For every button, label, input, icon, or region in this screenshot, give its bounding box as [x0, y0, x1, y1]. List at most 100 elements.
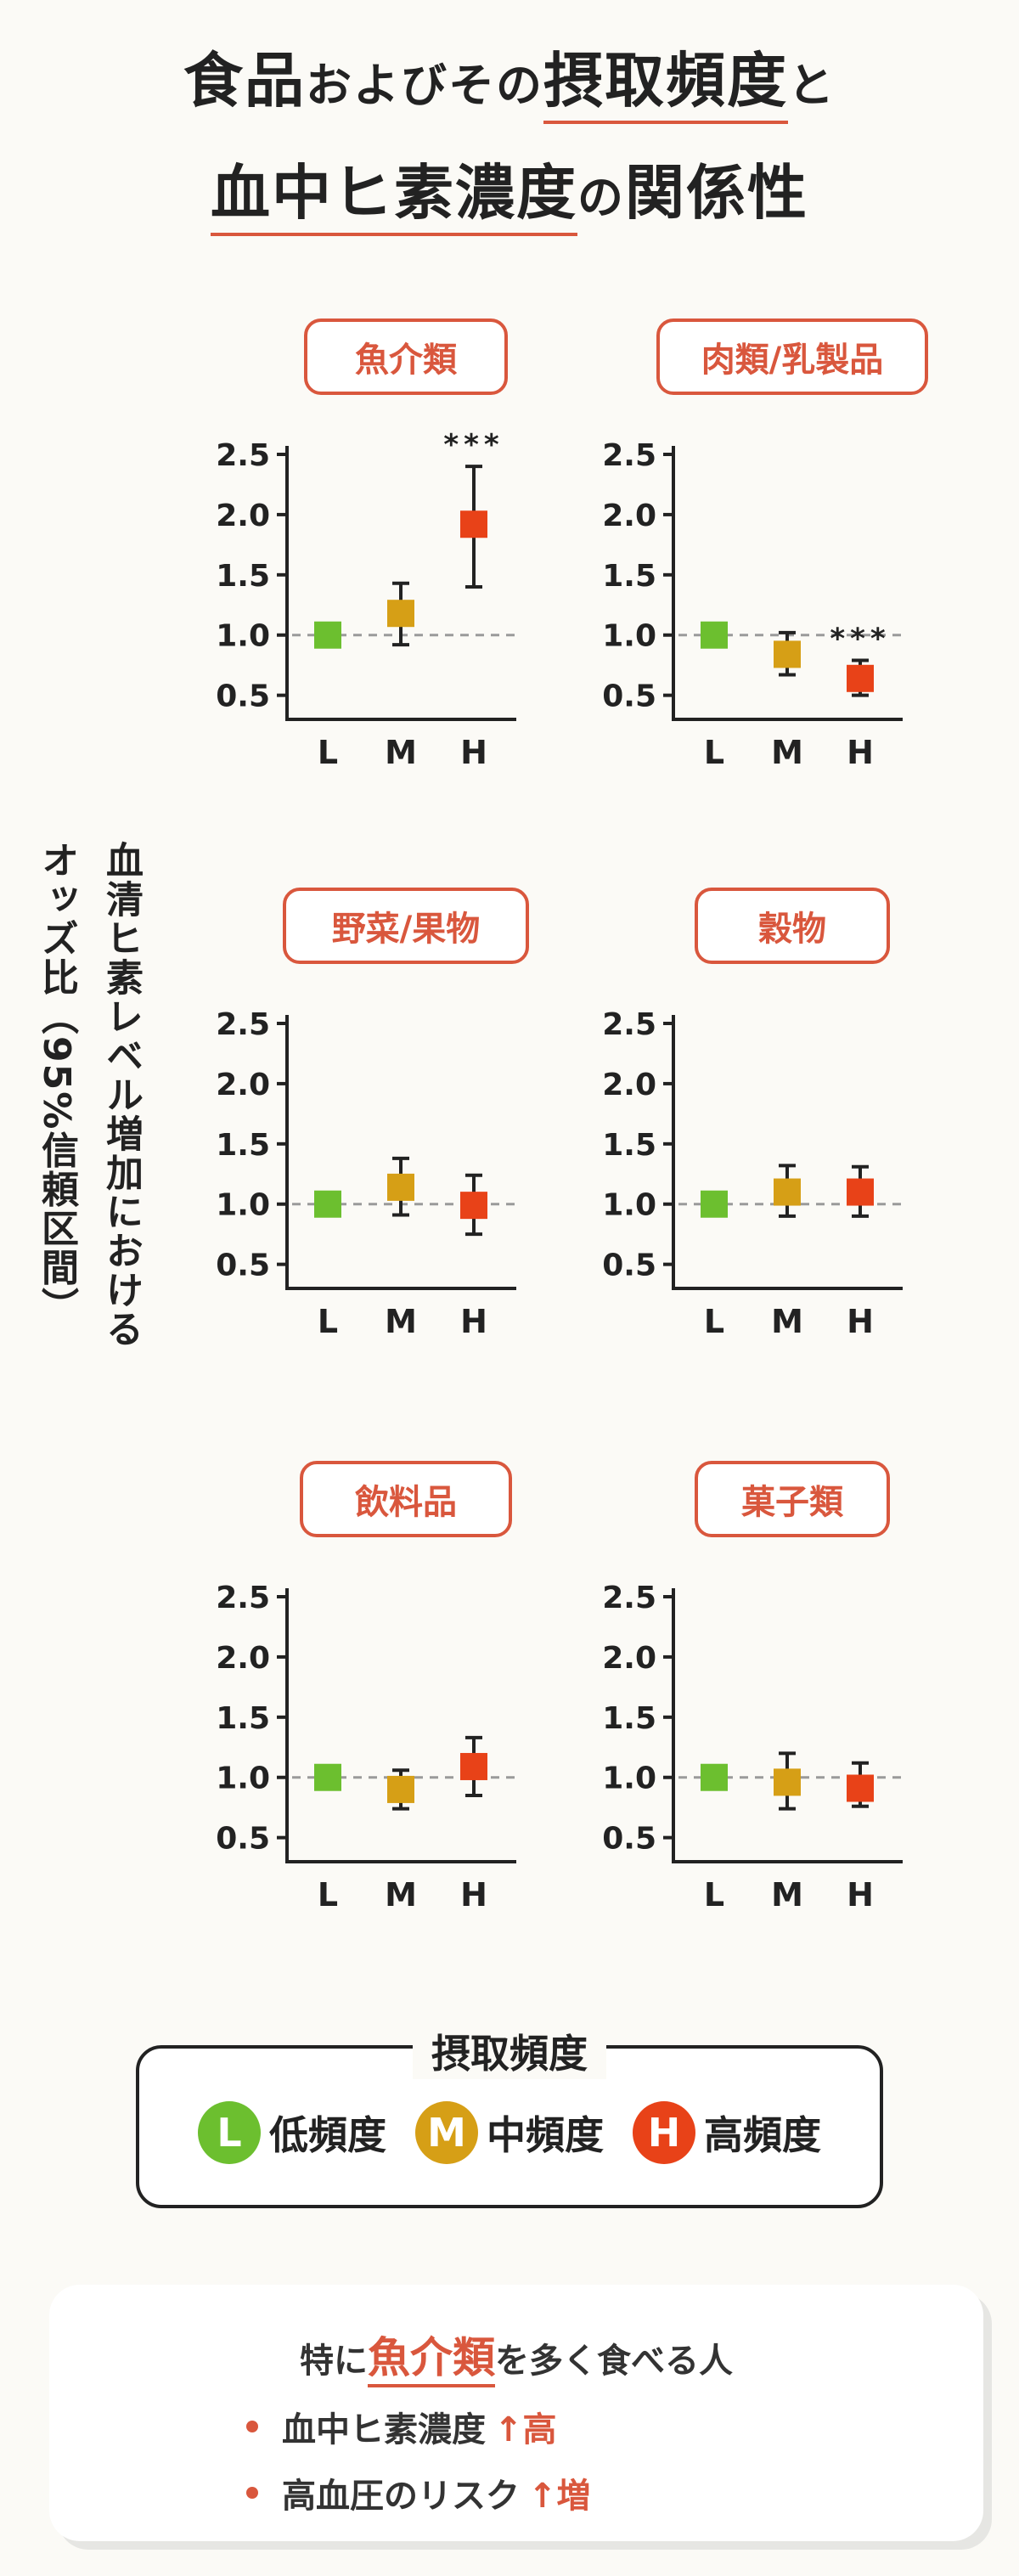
title: 食品およびその摂取頻度と 血中ヒ素濃度の関係性	[0, 46, 1019, 275]
title-line-1: 食品およびその摂取頻度と	[0, 46, 1019, 124]
chart-title: 菓子類	[695, 1461, 890, 1537]
summary-item-text: 血中ヒ素濃度	[282, 2410, 486, 2449]
x-tick-label: H	[460, 734, 487, 771]
y-tick-label: 1.5	[602, 1701, 656, 1736]
x-tick-label: L	[318, 1876, 338, 1914]
y-tick-label: 2.5	[602, 438, 656, 473]
x-tick-label: M	[385, 1876, 417, 1914]
chart-panel: 菓子類 2.5 2.0 1.5 1.0 0.5 L M H	[588, 1461, 962, 2004]
legend-label: 低頻度	[269, 2112, 386, 2158]
y-axis-label-line-2: オッズ比（95%信頼区間）	[35, 841, 78, 1327]
summary-suffix: を多く食べる人	[495, 2342, 733, 2381]
title-segment: 食品	[183, 46, 306, 116]
data-point-L	[314, 1763, 341, 1791]
y-tick-label: 0.5	[216, 1249, 270, 1283]
chart-svg: 2.5 2.0 1.5 1.0 0.5 L M H ***	[216, 428, 516, 771]
chart-title: 野菜/果物	[283, 888, 529, 964]
y-tick-label: 1.5	[216, 1128, 270, 1163]
chart-svg: 2.5 2.0 1.5 1.0 0.5 L M H	[602, 1581, 903, 1914]
chart-panel: 肉類/乳製品 2.5 2.0 1.5 1.0 0.5 L M H ***	[588, 318, 962, 862]
data-point-L	[314, 621, 341, 649]
data-point-L	[701, 621, 728, 649]
summary-list: 血中ヒ素濃度 ↑高 高血圧のリスク ↑増	[246, 2402, 591, 2534]
bullet-dot	[246, 2421, 258, 2432]
data-point-H	[460, 1752, 487, 1780]
y-tick-label: 1.0	[216, 1761, 270, 1796]
y-tick-label: 0.5	[216, 1822, 270, 1857]
chart-title: 魚介類	[304, 318, 508, 395]
x-tick-label: M	[771, 1876, 803, 1914]
y-tick-label: 1.0	[216, 1188, 270, 1223]
data-point-H	[847, 1774, 874, 1802]
y-tick-label: 1.5	[216, 1701, 270, 1736]
title-segment: 血中ヒ素濃度	[211, 158, 577, 236]
summary-card: 特に魚介類を多く食べる人 血中ヒ素濃度 ↑高 高血圧のリスク ↑増	[49, 2285, 983, 2541]
y-tick-label: 0.5	[216, 679, 270, 714]
summary-item-accent: ↑増	[528, 2477, 591, 2516]
chart-title: 飲料品	[300, 1461, 512, 1537]
y-axis-label: 血清ヒ素レベル増加における オッズ比（95%信頼区間）	[25, 841, 153, 1452]
y-tick-label: 2.0	[602, 499, 656, 533]
chart-svg: 2.5 2.0 1.5 1.0 0.5 L M H ***	[602, 438, 903, 771]
y-tick-label: 2.5	[216, 1007, 270, 1042]
legend-label: 中頻度	[487, 2112, 604, 2158]
chart-title: 穀物	[695, 888, 890, 964]
x-tick-label: L	[704, 1876, 724, 1914]
chart-panel: 魚介類 2.5 2.0 1.5 1.0 0.5 L M H ***	[202, 318, 576, 862]
legend-items: L 低頻度 M 中頻度 H 高頻度	[139, 2101, 880, 2164]
summary-prefix: 特に	[300, 2342, 368, 2381]
legend: 摂取頻度 L 低頻度 M 中頻度 H 高頻度	[136, 2023, 883, 2208]
y-tick-label: 1.0	[216, 619, 270, 654]
legend-item-M: M 中頻度	[415, 2101, 604, 2164]
chart-panel: 飲料品 2.5 2.0 1.5 1.0 0.5 L M H	[202, 1461, 576, 2004]
y-tick-label: 1.0	[602, 1188, 656, 1223]
x-tick-label: H	[847, 734, 874, 771]
data-point-H	[847, 1178, 874, 1206]
chart-panel: 野菜/果物 2.5 2.0 1.5 1.0 0.5 L M H	[202, 888, 576, 1431]
y-tick-label: 2.5	[602, 1581, 656, 1615]
y-tick-label: 2.5	[216, 1581, 270, 1615]
x-tick-label: M	[385, 1303, 417, 1340]
data-point-L	[701, 1763, 728, 1791]
chart-svg: 2.5 2.0 1.5 1.0 0.5 L M H	[602, 1007, 903, 1340]
x-tick-label: L	[318, 1303, 338, 1340]
y-tick-label: 2.0	[216, 1068, 270, 1102]
x-tick-label: L	[318, 734, 338, 771]
y-tick-label: 0.5	[602, 1822, 656, 1857]
chart-svg: 2.5 2.0 1.5 1.0 0.5 L M H	[216, 1581, 516, 1914]
title-segment: 関係性	[625, 158, 808, 228]
y-tick-label: 2.0	[602, 1068, 656, 1102]
summary-highlight: 魚介類	[368, 2333, 495, 2387]
y-tick-label: 1.5	[216, 559, 270, 594]
data-point-M	[774, 1768, 801, 1796]
summary-item: 高血圧のリスク ↑増	[246, 2468, 591, 2517]
data-point-L	[701, 1190, 728, 1218]
y-tick-label: 2.0	[216, 1641, 270, 1676]
data-point-M	[774, 640, 801, 668]
title-segment: 摂取頻度	[543, 46, 788, 124]
y-tick-label: 1.5	[602, 559, 656, 594]
title-segment: と	[788, 59, 836, 112]
legend-label: 高頻度	[704, 2112, 821, 2158]
chart-title: 肉類/乳製品	[656, 318, 928, 395]
summary-heading: 特に魚介類を多く食べる人	[49, 2324, 983, 2387]
y-tick-label: 1.0	[602, 1761, 656, 1796]
y-tick-label: 1.0	[602, 619, 656, 654]
x-tick-label: M	[771, 1303, 803, 1340]
title-line-2: 血中ヒ素濃度の関係性	[0, 158, 1019, 236]
x-tick-label: L	[704, 1303, 724, 1340]
title-segment: の	[577, 171, 625, 224]
y-tick-label: 0.5	[602, 679, 656, 714]
chart-svg: 2.5 2.0 1.5 1.0 0.5 L M H	[216, 1007, 516, 1340]
data-point-M	[387, 600, 414, 628]
y-tick-label: 2.5	[602, 1007, 656, 1042]
data-point-H	[460, 1192, 487, 1220]
x-tick-label: H	[847, 1876, 874, 1914]
data-point-L	[314, 1190, 341, 1218]
y-tick-label: 2.0	[602, 1641, 656, 1676]
x-tick-label: H	[460, 1876, 487, 1914]
legend-badge: H	[633, 2101, 695, 2164]
y-axis-label-line-1: 血清ヒ素レベル増加における	[99, 841, 143, 1349]
x-tick-label: H	[847, 1303, 874, 1340]
summary-item: 血中ヒ素濃度 ↑高	[246, 2402, 591, 2451]
